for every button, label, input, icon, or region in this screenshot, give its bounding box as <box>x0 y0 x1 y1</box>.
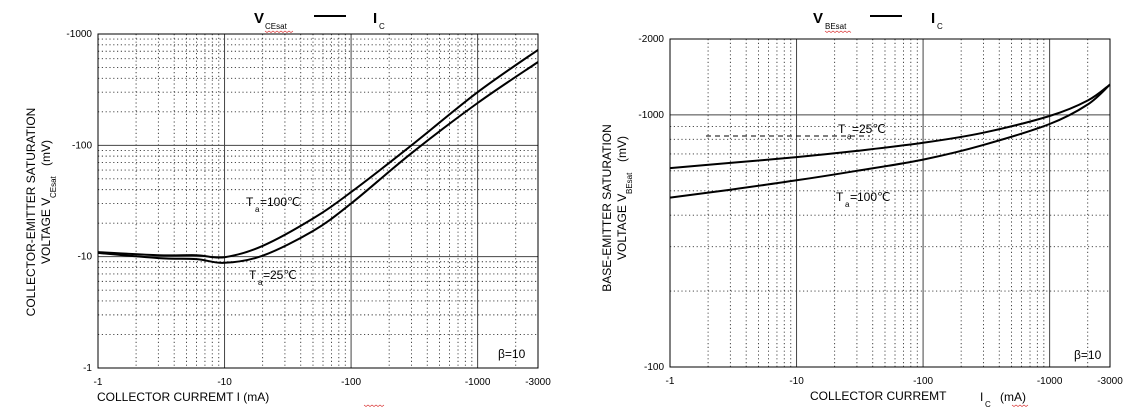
series-line <box>669 83 1111 170</box>
y-axis-label-line2: VOLTAGE V <box>615 194 629 260</box>
x-tick-label: -1 <box>94 377 103 388</box>
title-symbol-subscript: BEsat <box>825 22 847 31</box>
series-label-value: =100℃ <box>260 195 301 209</box>
series-label-ta25: T a =25℃ <box>249 268 297 287</box>
y-tick-label: -2000 <box>638 34 664 45</box>
y-axis-label-subscript: BEsat <box>625 172 634 194</box>
x-axis-label-subscript: C <box>985 400 991 409</box>
y-axis-label-line1: BASE-EMITTER SATURATION <box>600 124 614 292</box>
x-axis-label-variable: I <box>980 390 983 404</box>
series-label-t: T <box>836 190 844 204</box>
y-tick-label: -1000 <box>638 110 664 121</box>
x-axis-label-unit: (mA) <box>1000 390 1026 404</box>
series-label-value: =25℃ <box>263 268 297 282</box>
title-versus-symbol: I <box>931 10 935 27</box>
series-label-t: T <box>246 195 254 209</box>
series-label-subscript: a <box>847 132 852 141</box>
spellcheck-mark <box>363 404 385 407</box>
x-axis-label: COLLECTOR CURREMT I (mA) <box>97 390 269 404</box>
x-axis-label: COLLECTOR CURREMT I C (mA) <box>810 389 1026 409</box>
y-axis-label: COLLECTOR-EMITTER SATURATION VOLTAGE V C… <box>24 108 58 317</box>
x-tick-label: -100 <box>913 376 933 387</box>
title-versus-subscript: C <box>937 22 943 31</box>
series-label-value: =100℃ <box>850 190 891 204</box>
series-label-subscript: a <box>258 278 263 287</box>
series-line <box>97 61 539 264</box>
series-line <box>97 49 539 259</box>
x-tick-label: -100 <box>341 377 361 388</box>
series-label-t: T <box>838 122 846 136</box>
x-tick-label: -3000 <box>525 377 551 388</box>
y-tick-label: -10 <box>78 252 93 263</box>
tick-labels: -1 -10 -100 -1000 -3000 -1000 -100 -10 -1 <box>66 29 551 388</box>
spellcheck-mark <box>1011 404 1029 407</box>
series-label-ta25: T a =25℃ <box>838 122 886 141</box>
plot-area <box>669 83 1111 199</box>
title-symbol: V <box>813 10 823 27</box>
vcesat-chart: V CEsat I C COLLECTOR-EMITTER SATURATION… <box>24 10 551 407</box>
spellcheck-mark <box>264 30 294 33</box>
y-axis-label-line1: COLLECTOR-EMITTER SATURATION <box>24 108 38 317</box>
beta-note: β=10 <box>1074 348 1102 362</box>
y-tick-label: -100 <box>72 140 92 151</box>
plot-frame <box>97 33 539 369</box>
x-tick-label: -1000 <box>465 377 491 388</box>
x-tick-label: -3000 <box>1097 376 1123 387</box>
x-tick-label: -10 <box>789 376 804 387</box>
spellcheck-mark <box>824 30 852 33</box>
series-label-subscript: a <box>845 200 850 209</box>
beta-note: β=10 <box>498 347 526 361</box>
y-tick-label: -1 <box>83 363 92 374</box>
series-label-ta100: T a =100℃ <box>246 195 301 214</box>
chart-title: V CEsat I C <box>254 10 385 33</box>
grid <box>669 38 1111 368</box>
plot-frame <box>669 38 1111 368</box>
series-label-ta100: T a =100℃ <box>836 190 891 209</box>
grid <box>97 33 539 369</box>
y-axis-label-unit: (mV) <box>615 136 629 162</box>
chart-title: V BEsat I C <box>813 10 943 33</box>
y-axis-label-subscript: CEsat <box>49 175 58 198</box>
y-axis-label-unit: (mV) <box>39 140 53 166</box>
y-axis-label: BASE-EMITTER SATURATION VOLTAGE V BEsat … <box>600 124 634 292</box>
title-symbol: V <box>254 10 264 27</box>
vbesat-chart: V BEsat I C BASE-EMITTER SATURATION VOLT… <box>600 10 1123 409</box>
y-tick-label: -100 <box>644 362 664 373</box>
x-tick-label: -1 <box>666 376 675 387</box>
x-axis-label-text: COLLECTOR CURREMT <box>810 389 947 403</box>
title-versus-symbol: I <box>373 10 377 27</box>
series-label-subscript: a <box>255 205 260 214</box>
tick-labels: -1 -10 -100 -1000 -3000 -2000 -1000 -100 <box>638 34 1123 387</box>
plot-area <box>97 49 539 264</box>
y-tick-label: -1000 <box>66 29 92 40</box>
title-symbol-subscript: CEsat <box>265 22 288 31</box>
series-label-value: =25℃ <box>852 122 886 136</box>
series-line <box>669 83 1111 199</box>
x-tick-label: -1000 <box>1037 376 1063 387</box>
y-axis-label-line2: VOLTAGE V <box>39 198 53 264</box>
title-versus-subscript: C <box>379 22 385 31</box>
x-tick-label: -10 <box>217 377 232 388</box>
series-label-t: T <box>249 268 257 282</box>
